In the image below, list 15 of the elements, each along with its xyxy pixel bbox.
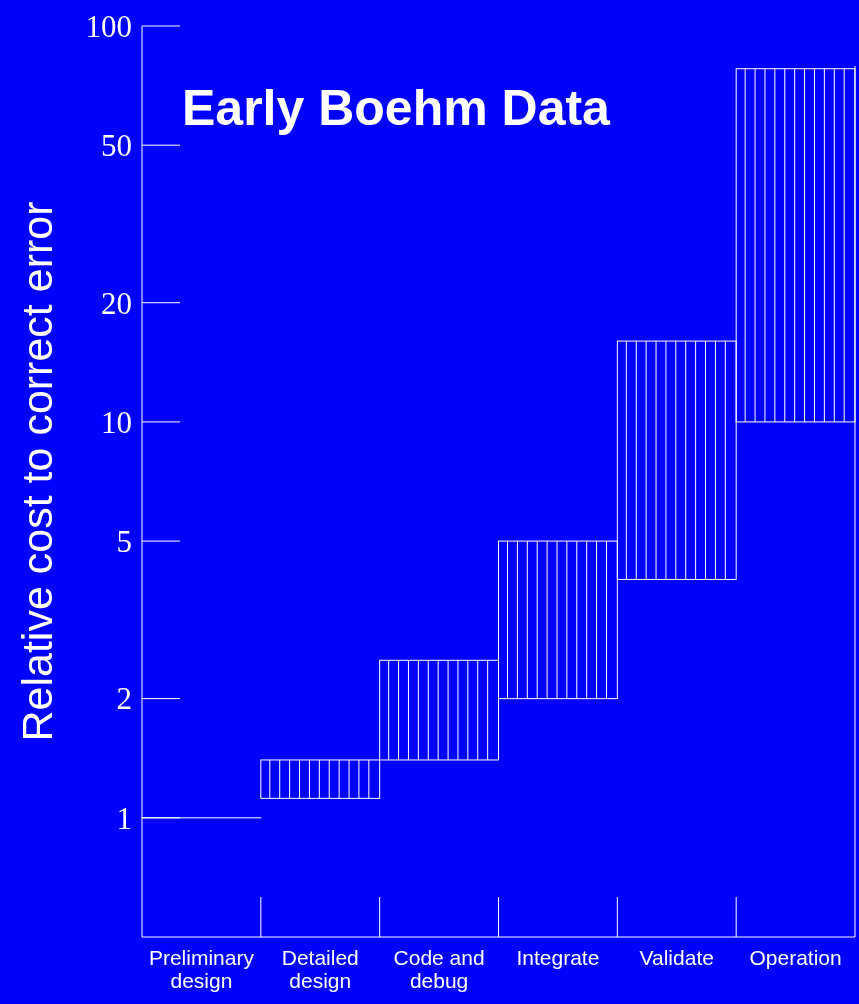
y-tick-label: 10 (101, 404, 132, 440)
x-tick-label: Validate (639, 946, 714, 969)
y-tick-label: 100 (85, 8, 132, 44)
x-tick-label: Detailed design (281, 946, 359, 993)
text: Early Boehm Data (182, 80, 612, 136)
y-tick-label: 2 (116, 681, 132, 717)
x-tick-label: Integrate (516, 946, 600, 969)
y-tick-label: 20 (101, 285, 132, 321)
y-tick-label: 1 (116, 800, 132, 836)
y-tick-label: 5 (116, 523, 132, 559)
y-tick-label: 50 (101, 128, 132, 164)
x-tick-label: Code and debug (393, 946, 485, 993)
x-tick-label: Preliminary design (148, 946, 255, 993)
y-axis-title: Relative cost to correct error (13, 201, 61, 742)
x-tick-label: Operation (749, 946, 842, 969)
